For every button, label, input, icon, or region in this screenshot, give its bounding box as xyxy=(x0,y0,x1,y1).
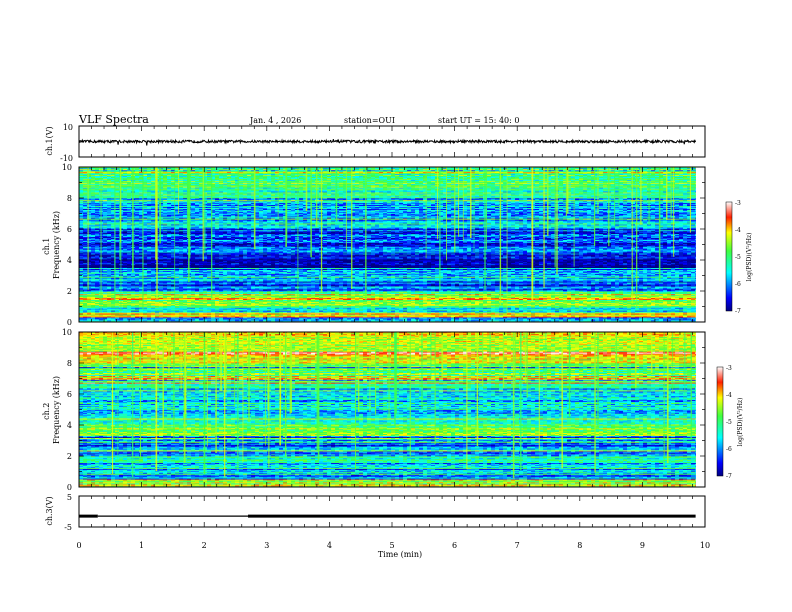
ch1-ytick-bottom: -10 xyxy=(60,154,73,163)
ch1-waveform-panel: 10 -10 ch.1(V) xyxy=(45,123,705,163)
ch1-spectrogram-image xyxy=(79,167,705,322)
start-time-label: start UT = 15: 40: 0 xyxy=(438,116,519,125)
station-label: station=OUI xyxy=(344,116,395,125)
date-label: Jan. 4 , 2026 xyxy=(249,116,301,125)
ch1-ylabel: ch.1(V) xyxy=(45,126,54,155)
ch1-trace xyxy=(79,139,696,145)
ch1-ytick-top: 10 xyxy=(63,123,73,132)
figure-title: VLF Spectra xyxy=(78,113,149,126)
ch1-spectrogram-panel: 0 2 4 6 8 10 ch.1 Frequency (kHz) xyxy=(42,163,705,327)
